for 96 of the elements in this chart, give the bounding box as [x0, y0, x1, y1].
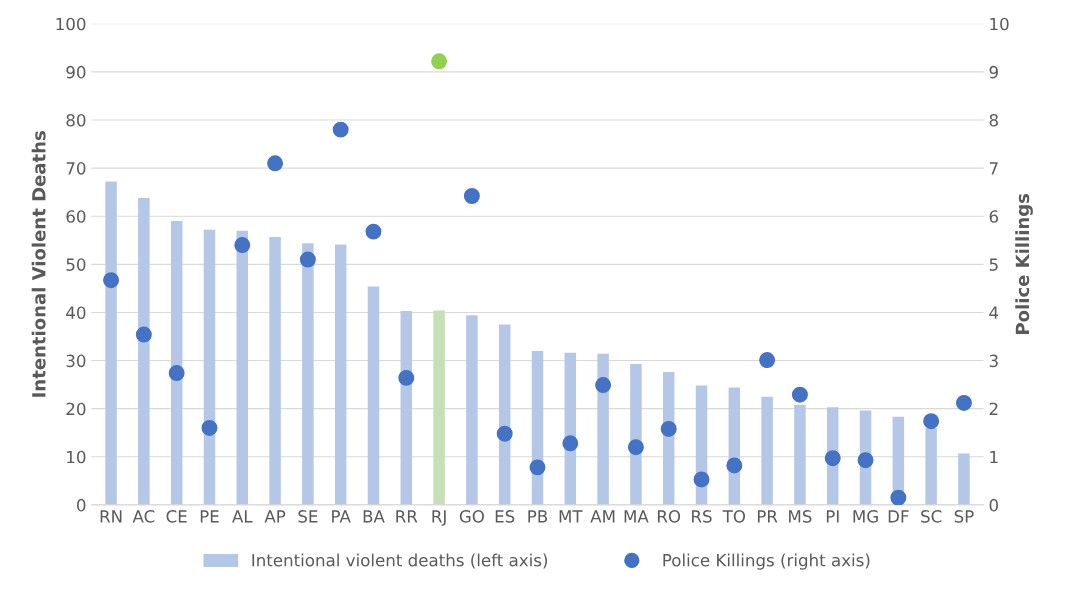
y-tick-label: 50 — [66, 258, 86, 271]
y-tick-label: 100 — [56, 17, 86, 31]
point — [431, 53, 448, 70]
x-tick-label: PB — [528, 510, 548, 523]
x-tick-label: PI — [826, 510, 839, 523]
point — [365, 223, 382, 240]
y2-tick-label: 4 — [989, 306, 999, 319]
point — [332, 121, 349, 138]
x-tick-label: AM — [590, 510, 615, 523]
point — [299, 251, 316, 268]
point — [627, 439, 644, 456]
y2-axis-title: Police Killings — [1015, 193, 1033, 334]
point — [562, 435, 579, 452]
bar — [170, 221, 183, 505]
point — [857, 452, 874, 469]
x-tick-label: BA — [363, 510, 385, 523]
bar — [269, 236, 281, 505]
bar — [302, 243, 314, 505]
bar — [794, 404, 806, 505]
bar — [334, 244, 347, 505]
point — [168, 365, 185, 382]
y-tick-label: 70 — [66, 162, 86, 175]
point — [463, 188, 480, 204]
x-tick-label: PE — [200, 510, 219, 523]
y-tick-label: 10 — [67, 450, 86, 464]
y2-tick-label: 0 — [989, 498, 998, 512]
y-tick-label: 80 — [66, 113, 86, 127]
y2-tick-label: 1 — [990, 450, 998, 464]
bar — [203, 229, 216, 505]
point — [923, 413, 940, 430]
y-tick-label: 30 — [66, 354, 86, 368]
x-tick-label: GO — [459, 510, 484, 523]
x-tick-label: PA — [332, 510, 351, 523]
y-tick-label: 60 — [66, 210, 86, 223]
y2-tick-label: 5 — [989, 258, 998, 271]
y2-tick-label: 2 — [989, 402, 998, 415]
x-tick-label: SE — [298, 510, 318, 523]
y2-tick-label: 3 — [989, 354, 998, 368]
bar — [433, 310, 445, 505]
point — [267, 155, 284, 172]
x-tick-label: AL — [232, 510, 253, 523]
x-tick-label: AC — [132, 510, 155, 523]
y-tick-label: 20 — [66, 402, 86, 416]
x-tick-label: MG — [853, 510, 878, 523]
point — [496, 425, 513, 442]
x-tick-label: RN — [100, 510, 122, 523]
point — [791, 386, 808, 403]
y-axis-title: Intentional Violent Deaths — [31, 131, 46, 397]
y2-tick-label: 6 — [989, 210, 999, 223]
x-tick-label: RJ — [432, 510, 446, 526]
bar — [236, 230, 249, 505]
x-tick-label: RR — [396, 510, 418, 523]
point — [693, 471, 710, 488]
x-tick-label: CE — [166, 510, 187, 523]
point — [890, 489, 907, 505]
point — [759, 352, 776, 369]
point — [234, 237, 251, 254]
bar — [466, 315, 478, 505]
x-tick-label: MT — [559, 510, 583, 523]
point — [595, 377, 612, 394]
x-tick-label: ES — [495, 510, 515, 523]
bar — [367, 286, 380, 505]
x-tick-label: TO — [722, 510, 746, 523]
x-tick-label: SP — [954, 510, 974, 523]
legend-label: Intentional violent deaths (left axis) — [252, 553, 548, 569]
y2-tick-label: 10 — [990, 17, 1009, 31]
point — [398, 369, 415, 386]
x-tick-label: MA — [624, 510, 649, 523]
bar — [597, 353, 609, 505]
x-tick-label: AP — [264, 510, 286, 523]
point — [726, 457, 743, 474]
bar — [138, 197, 150, 505]
x-tick-label: DF — [888, 510, 909, 523]
x-tick-label: PR — [757, 510, 778, 523]
point — [201, 419, 218, 436]
point — [955, 394, 972, 411]
bar — [105, 181, 117, 505]
point — [103, 272, 120, 289]
x-tick-label: SC — [921, 510, 942, 523]
point — [529, 459, 546, 476]
y2-tick-label: 8 — [989, 113, 998, 127]
x-tick-label: RO — [658, 510, 681, 523]
y2-tick-label: 7 — [989, 162, 998, 175]
legend-label: Police Killings (right axis) — [663, 553, 870, 570]
bar — [925, 427, 937, 505]
y-tick-label: 40 — [66, 306, 86, 320]
point — [824, 450, 841, 467]
y-tick-label: 0 — [77, 498, 86, 512]
bar — [958, 453, 970, 505]
point — [135, 326, 152, 343]
y-tick-label: 90 — [66, 65, 86, 79]
bar — [761, 396, 773, 505]
point — [660, 420, 677, 437]
x-tick-label: MS — [789, 510, 812, 523]
y2-tick-label: 9 — [989, 65, 998, 79]
x-tick-label: RS — [692, 510, 712, 523]
